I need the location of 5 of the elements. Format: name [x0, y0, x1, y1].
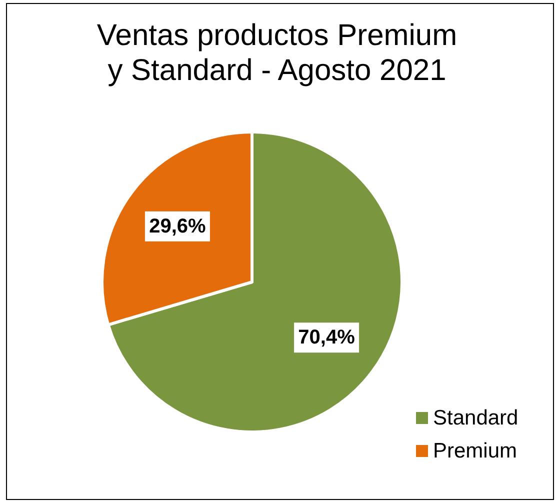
data-label: 70,4%: [298, 326, 356, 349]
legend-label: Standard: [433, 406, 518, 430]
legend-label: Premium: [433, 440, 518, 462]
data-label: 29,6%: [149, 215, 206, 238]
chart-title: Ventas productos Premium y Standard - Agosto 2021: [96, 19, 458, 87]
